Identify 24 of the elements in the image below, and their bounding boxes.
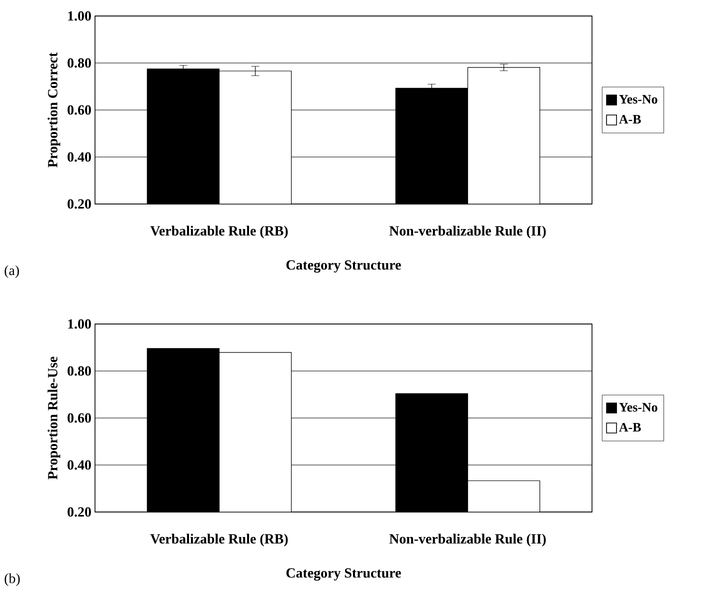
x-tick-label: Non-verbalizable Rule (II) — [389, 534, 546, 546]
y-tick-label: 0.80 — [68, 366, 91, 376]
x-axis-title: Category Structure — [286, 260, 401, 273]
legend-label: A-B — [619, 114, 641, 124]
y-tick-label: 1.00 — [68, 319, 91, 329]
x-axis-title: Category Structure — [286, 568, 401, 581]
y-tick-label: 0.20 — [68, 507, 91, 517]
y-tick-label: 1.00 — [68, 11, 91, 21]
x-tick-label: Non-verbalizable Rule (II) — [389, 226, 546, 238]
x-tick-label: Verbalizable Rule (RB) — [150, 226, 288, 238]
text: (a) — [4, 265, 19, 278]
y-tick-label: 0.80 — [68, 58, 91, 68]
x-tick-label: Verbalizable Rule (RB) — [150, 534, 288, 546]
y-tick-label: 0.60 — [68, 105, 91, 115]
y-tick-label: 0.40 — [68, 460, 91, 470]
legend-label: A-B — [619, 422, 641, 432]
legend-label: Yes-No — [619, 94, 658, 104]
text: (b) — [4, 573, 20, 586]
y-axis-title: Proportion Rule-Use — [48, 356, 60, 480]
y-tick-label: 0.20 — [68, 199, 91, 209]
y-tick-label: 0.40 — [68, 152, 91, 162]
y-tick-label: 0.60 — [68, 413, 91, 423]
legend-label: Yes-No — [619, 402, 658, 412]
y-axis-title: Proportion Correct — [48, 52, 60, 168]
